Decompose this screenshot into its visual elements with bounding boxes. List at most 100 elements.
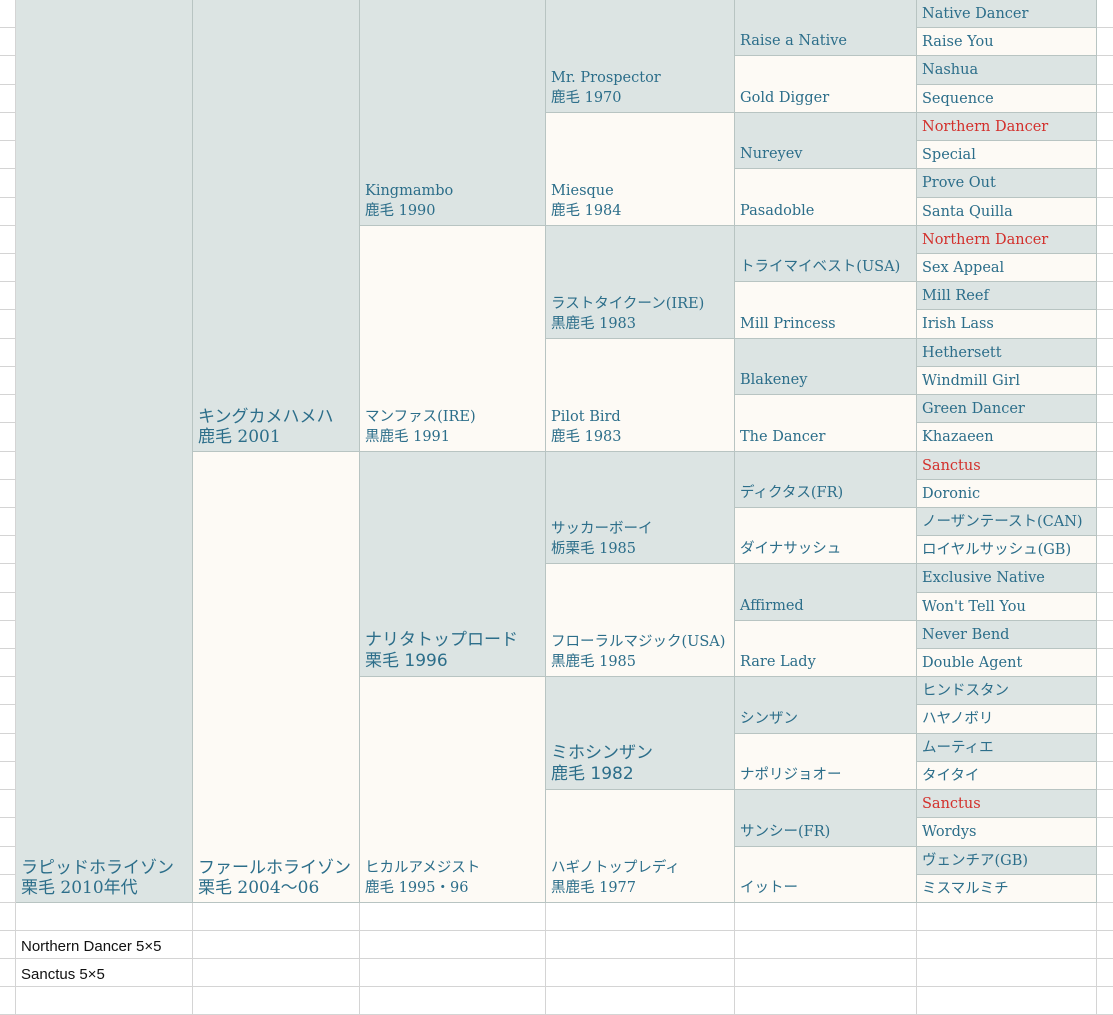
pedigree-cell-gen4[interactable]: ディクタス(FR)	[735, 452, 917, 508]
grid-cell[interactable]	[1097, 959, 1113, 987]
pedigree-cell-gen5[interactable]: Sequence	[917, 85, 1097, 113]
pedigree-cell-gen4[interactable]: Mill Princess	[735, 282, 917, 339]
grid-cell[interactable]	[1097, 85, 1113, 113]
grid-cell[interactable]	[735, 903, 917, 931]
row-header[interactable]	[0, 874, 16, 903]
grid-cell[interactable]	[1097, 818, 1113, 847]
pedigree-cell-gen5[interactable]: ヴェンチア(GB)	[917, 847, 1097, 875]
grid-cell[interactable]	[16, 959, 193, 987]
grid-cell[interactable]	[1097, 310, 1113, 339]
pedigree-cell-gen3[interactable]: Mr. Prospector 鹿毛 1970	[546, 0, 735, 113]
row-header[interactable]	[0, 0, 16, 29]
grid-cell[interactable]	[1097, 508, 1113, 537]
pedigree-cell-gen3[interactable]: ミホシンザン 鹿毛 1982	[546, 677, 735, 790]
row-header[interactable]	[0, 84, 16, 113]
grid-cell[interactable]	[1097, 987, 1113, 1015]
grid-cell[interactable]	[360, 903, 546, 931]
pedigree-cell-gen5[interactable]: Hethersett	[917, 339, 1097, 367]
grid-cell[interactable]	[193, 931, 360, 959]
pedigree-cell-gen3[interactable]: サッカーボーイ 栃栗毛 1985	[546, 452, 735, 564]
pedigree-cell-gen5[interactable]: Won't Tell You	[917, 593, 1097, 621]
row-header[interactable]	[0, 169, 16, 198]
pedigree-cell-gen4[interactable]: Rare Lady	[735, 621, 917, 677]
pedigree-cell-gen4[interactable]: トライマイベスト(USA)	[735, 226, 917, 282]
grid-cell[interactable]	[1097, 198, 1113, 226]
row-header[interactable]	[0, 366, 16, 396]
row-header[interactable]	[0, 705, 16, 734]
grid-cell[interactable]	[917, 931, 1097, 959]
grid-cell[interactable]	[1097, 395, 1113, 424]
grid-cell[interactable]	[193, 959, 360, 987]
pedigree-cell-gen5[interactable]: Sanctus	[917, 790, 1097, 818]
pedigree-cell-gen2[interactable]: Kingmambo 鹿毛 1990	[360, 0, 546, 226]
grid-cell[interactable]	[1097, 56, 1113, 85]
pedigree-cell-gen4[interactable]: Affirmed	[735, 564, 917, 621]
pedigree-cell-gen5[interactable]: ヒンドスタン	[917, 677, 1097, 705]
pedigree-cell-gen4[interactable]: シンザン	[735, 677, 917, 734]
pedigree-cell-gen5[interactable]: Native Dancer	[917, 0, 1097, 28]
grid-cell[interactable]	[1097, 169, 1113, 198]
row-header[interactable]	[0, 818, 16, 847]
pedigree-cell-gen2[interactable]: ヒカルアメジスト 鹿毛 1995・96	[360, 677, 546, 903]
row-header[interactable]	[0, 649, 16, 678]
grid-cell[interactable]	[16, 987, 193, 1015]
pedigree-cell-gen4[interactable]: Gold Digger	[735, 56, 917, 113]
grid-cell[interactable]	[1097, 621, 1113, 650]
grid-cell[interactable]	[1097, 536, 1113, 565]
row-header[interactable]	[0, 141, 16, 170]
grid-cell[interactable]	[193, 987, 360, 1015]
row-header[interactable]	[0, 197, 16, 226]
pedigree-cell-gen5[interactable]: Northern Dancer	[917, 113, 1097, 141]
pedigree-cell-gen3[interactable]: Miesque 鹿毛 1984	[546, 113, 735, 226]
pedigree-cell-gen5[interactable]: ミスマルミチ	[917, 875, 1097, 903]
grid-cell[interactable]	[1097, 254, 1113, 283]
grid-cell[interactable]	[1097, 677, 1113, 706]
pedigree-cell-gen1[interactable]: ファールホライゾン 栗毛 2004〜06	[193, 452, 360, 903]
pedigree-cell-gen3[interactable]: ハギノトップレディ 黒鹿毛 1977	[546, 790, 735, 903]
row-header[interactable]	[0, 282, 16, 311]
grid-cell[interactable]	[1097, 564, 1113, 593]
grid-cell[interactable]	[1097, 28, 1113, 57]
pedigree-cell-gen5[interactable]: Wordys	[917, 818, 1097, 847]
row-header[interactable]	[0, 507, 16, 537]
grid-cell[interactable]	[1097, 790, 1113, 819]
row-header[interactable]	[0, 451, 16, 480]
pedigree-cell-gen4[interactable]: The Dancer	[735, 395, 917, 452]
row-header[interactable]	[0, 28, 16, 57]
pedigree-cell-gen5[interactable]: Sex Appeal	[917, 254, 1097, 282]
grid-cell[interactable]	[1097, 649, 1113, 678]
pedigree-cell-gen4[interactable]: イットー	[735, 847, 917, 903]
pedigree-cell-gen5[interactable]: Special	[917, 141, 1097, 169]
pedigree-cell-gen5[interactable]: Santa Quilla	[917, 198, 1097, 226]
grid-cell[interactable]	[1097, 282, 1113, 311]
row-header[interactable]	[0, 987, 16, 1015]
pedigree-cell-gen5[interactable]: Irish Lass	[917, 310, 1097, 339]
grid-cell[interactable]	[1097, 339, 1113, 367]
row-header[interactable]	[0, 677, 16, 706]
pedigree-cell-gen2[interactable]: ナリタトップロード 栗毛 1996	[360, 452, 546, 677]
pedigree-cell-gen5[interactable]: ノーザンテースト(CAN)	[917, 508, 1097, 536]
row-header[interactable]	[0, 112, 16, 142]
row-header[interactable]	[0, 253, 16, 283]
pedigree-cell-gen5[interactable]: タイタイ	[917, 762, 1097, 790]
pedigree-cell-gen3[interactable]: フローラルマジック(USA) 黒鹿毛 1985	[546, 564, 735, 677]
pedigree-cell-gen4[interactable]: Pasadoble	[735, 169, 917, 226]
row-header[interactable]	[0, 846, 16, 875]
grid-cell[interactable]	[546, 931, 735, 959]
pedigree-cell-gen5[interactable]: Prove Out	[917, 169, 1097, 198]
grid-cell[interactable]	[16, 903, 193, 931]
grid-cell[interactable]	[1097, 226, 1113, 254]
grid-cell[interactable]	[1097, 734, 1113, 762]
pedigree-cell-gen4[interactable]: ダイナサッシュ	[735, 508, 917, 564]
row-header[interactable]	[0, 536, 16, 565]
row-header[interactable]	[0, 620, 16, 650]
grid-cell[interactable]	[917, 959, 1097, 987]
pedigree-cell-gen4[interactable]: Blakeney	[735, 339, 917, 395]
row-header[interactable]	[0, 564, 16, 593]
row-header[interactable]	[0, 761, 16, 791]
grid-cell[interactable]	[1097, 480, 1113, 508]
pedigree-cell-gen5[interactable]: Doronic	[917, 480, 1097, 508]
grid-cell[interactable]	[1097, 762, 1113, 791]
row-header[interactable]	[0, 310, 16, 339]
pedigree-cell-gen5[interactable]: Khazaeen	[917, 423, 1097, 452]
